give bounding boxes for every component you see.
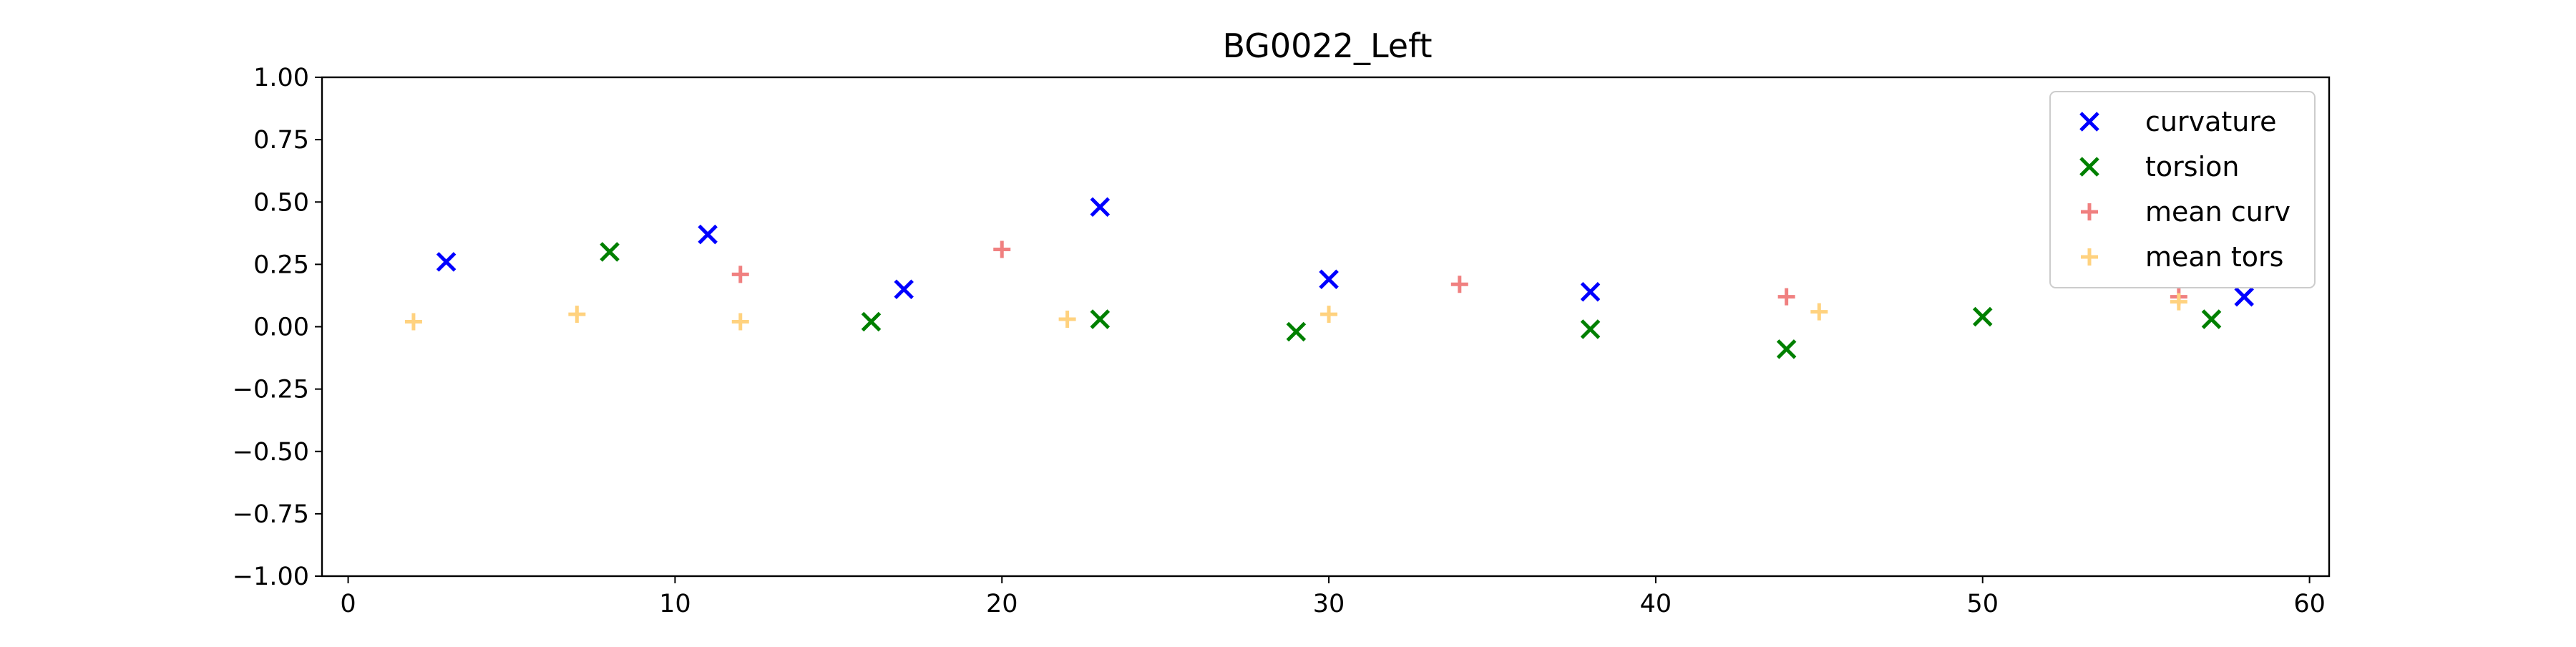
data-point bbox=[600, 242, 620, 262]
x-tick-label: 20 bbox=[986, 590, 1018, 618]
x-tick-label: 60 bbox=[2293, 590, 2326, 618]
data-point bbox=[1286, 321, 1307, 342]
legend-label: mean curv bbox=[2145, 196, 2290, 228]
y-tick-label: −1.00 bbox=[233, 563, 309, 591]
data-point bbox=[2234, 286, 2254, 307]
data-point bbox=[1319, 269, 1339, 290]
data-point bbox=[436, 252, 457, 272]
series-curvature bbox=[436, 197, 2254, 307]
data-point bbox=[698, 224, 718, 245]
data-point bbox=[1090, 309, 1111, 329]
data-point bbox=[894, 279, 914, 299]
legend-marker bbox=[2081, 203, 2098, 220]
plot-area: 0 10 20 30 40 50 60 −1.00 −0.75 −0.50 −0.25 0.00 0.2… bbox=[233, 64, 2331, 618]
series-mean-tors bbox=[404, 293, 2187, 331]
x-tick-label: 10 bbox=[659, 590, 691, 618]
data-point bbox=[568, 306, 586, 324]
data-point bbox=[1972, 306, 1993, 327]
data-point bbox=[1058, 311, 1076, 329]
data-point bbox=[861, 311, 882, 332]
data-point bbox=[993, 240, 1011, 258]
data-point bbox=[1450, 276, 1468, 293]
data-point bbox=[1580, 319, 1601, 339]
data-point bbox=[1090, 197, 1111, 217]
data-point bbox=[404, 313, 422, 331]
data-point bbox=[1580, 281, 1601, 302]
series-mean-curv bbox=[731, 240, 2187, 306]
data-point bbox=[1776, 339, 1797, 359]
legend-label: curvature bbox=[2145, 106, 2277, 137]
data-point bbox=[1810, 303, 1828, 321]
data-point bbox=[2201, 309, 2222, 329]
y-tick-label: −0.25 bbox=[233, 376, 309, 404]
x-tick-label: 40 bbox=[1640, 590, 1672, 618]
data-point bbox=[731, 313, 749, 331]
legend-marker bbox=[2079, 157, 2099, 177]
data-point bbox=[1777, 288, 1795, 306]
legend-marker bbox=[2079, 112, 2099, 132]
data-point bbox=[731, 266, 749, 283]
series-torsion bbox=[600, 242, 2222, 359]
y-tick-label: 0.75 bbox=[253, 126, 309, 155]
chart-title: BG0022_Left bbox=[1222, 26, 1432, 65]
legend-label: mean tors bbox=[2145, 241, 2283, 273]
data-point bbox=[2170, 293, 2187, 311]
y-tick-label: −0.75 bbox=[233, 500, 309, 529]
x-tick-label: 0 bbox=[340, 590, 356, 618]
x-tick-label: 50 bbox=[1966, 590, 1999, 618]
y-tick-label: 1.00 bbox=[253, 64, 309, 92]
x-tick-label: 30 bbox=[1313, 590, 1345, 618]
y-tick-label: 0.50 bbox=[253, 188, 309, 217]
y-tick-label: 0.25 bbox=[253, 250, 309, 279]
legend-marker bbox=[2081, 248, 2098, 266]
legend: curvature torsion mean curv mean tors bbox=[2049, 91, 2316, 288]
legend-box bbox=[2049, 91, 2316, 288]
y-tick-label: 0.00 bbox=[253, 313, 309, 342]
data-point bbox=[1320, 306, 1338, 324]
legend-label: torsion bbox=[2145, 151, 2239, 183]
y-tick-label: −0.50 bbox=[233, 438, 309, 467]
